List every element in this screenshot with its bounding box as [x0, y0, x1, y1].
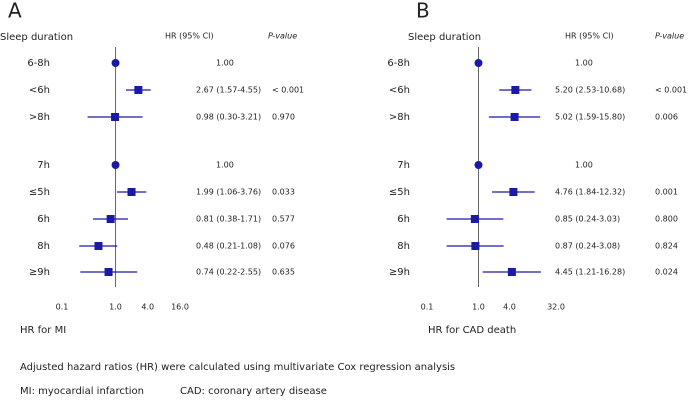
p-label: 0.970: [272, 113, 295, 122]
row-label: <6h: [389, 85, 410, 96]
hr-point: [474, 59, 483, 67]
hr-label: 0.48 (0.21-1.08): [196, 242, 261, 251]
hr-label: 4.76 (1.84-12.32): [555, 188, 625, 197]
x-tick-label: 32.0: [547, 303, 565, 312]
column-header: Sleep duration: [408, 32, 481, 43]
row-label: 6h: [397, 214, 410, 225]
p-label: 0.800: [655, 215, 678, 224]
footnote: CAD: coronary artery disease: [180, 386, 327, 397]
panel-label: B: [416, 0, 430, 23]
hr-point: [111, 113, 120, 121]
footnote: Adjusted hazard ratios (HR) were calcula…: [20, 362, 455, 373]
hr-point: [111, 59, 120, 67]
row-label: ≤5h: [29, 187, 50, 198]
hr-point: [94, 242, 103, 250]
row-label: <6h: [29, 85, 50, 96]
p-label: 0.824: [655, 242, 678, 251]
hr-label: 5.02 (1.59-15.80): [555, 113, 625, 122]
hr-label: 0.98 (0.30-3.21): [196, 113, 261, 122]
p-label: < 0.001: [655, 86, 687, 95]
row-label: >8h: [389, 112, 410, 123]
hr-point: [134, 86, 143, 94]
x-tick-label: 1.0: [109, 303, 122, 312]
hr-point: [474, 161, 483, 169]
hr-label: 5.20 (2.53-10.68): [555, 86, 625, 95]
x-tick-label: 4.0: [141, 303, 154, 312]
hr-label: 1.00: [216, 59, 234, 68]
hr-label: 0.81 (0.38-1.71): [196, 215, 261, 224]
row-label: 7h: [397, 160, 410, 171]
hr-label: 0.85 (0.24-3.03): [555, 215, 620, 224]
column-header: P-value: [268, 32, 297, 41]
x-tick-label: 16.0: [171, 303, 189, 312]
hr-point: [106, 215, 115, 223]
x-tick-label: 1.0: [472, 303, 485, 312]
footnote: MI: myocardial infarction: [20, 386, 144, 397]
hr-label: 1.99 (1.06-3.76): [196, 188, 261, 197]
p-label: 0.006: [655, 113, 678, 122]
hr-point: [104, 268, 113, 276]
hr-label: 1.00: [575, 59, 593, 68]
x-axis-label: HR for CAD death: [428, 325, 516, 336]
hr-label: 2.67 (1.57-4.55): [196, 86, 261, 95]
hr-point: [507, 268, 516, 276]
row-label: 6h: [37, 214, 50, 225]
column-header: Sleep duration: [0, 32, 73, 43]
x-tick-label: 0.1: [421, 303, 434, 312]
hr-label: 0.87 (0.24-3.08): [555, 242, 620, 251]
hr-label: 4.45 (1.21-16.28): [555, 268, 625, 277]
p-label: 0.001: [655, 188, 678, 197]
hr-label: 1.00: [575, 161, 593, 170]
hr-point: [509, 188, 518, 196]
hr-point: [127, 188, 136, 196]
column-header: HR (95% CI): [165, 32, 214, 41]
x-axis-label: HR for MI: [20, 325, 66, 336]
row-label: 8h: [397, 241, 410, 252]
p-label: 0.635: [272, 268, 295, 277]
p-label: 0.577: [272, 215, 295, 224]
p-label: 0.024: [655, 268, 678, 277]
hr-point: [111, 161, 120, 169]
p-label: 0.033: [272, 188, 295, 197]
hr-point: [510, 113, 519, 121]
row-label: 6-8h: [387, 58, 410, 69]
x-tick-label: 0.1: [56, 303, 69, 312]
hr-label: 1.00: [216, 161, 234, 170]
row-label: ≥9h: [29, 267, 50, 278]
p-label: < 0.001: [272, 86, 304, 95]
row-label: >8h: [29, 112, 50, 123]
row-label: 6-8h: [27, 58, 50, 69]
hr-label: 0.74 (0.22-2.55): [196, 268, 261, 277]
panel-label: A: [8, 0, 22, 23]
x-tick-label: 4.0: [503, 303, 516, 312]
hr-point: [470, 215, 479, 223]
row-label: 8h: [37, 241, 50, 252]
column-header: P-value: [655, 32, 684, 41]
hr-point: [511, 86, 520, 94]
row-label: 7h: [37, 160, 50, 171]
hr-point: [471, 242, 480, 250]
row-label: ≤5h: [389, 187, 410, 198]
p-label: 0.076: [272, 242, 295, 251]
row-label: ≥9h: [389, 267, 410, 278]
column-header: HR (95% CI): [565, 32, 614, 41]
